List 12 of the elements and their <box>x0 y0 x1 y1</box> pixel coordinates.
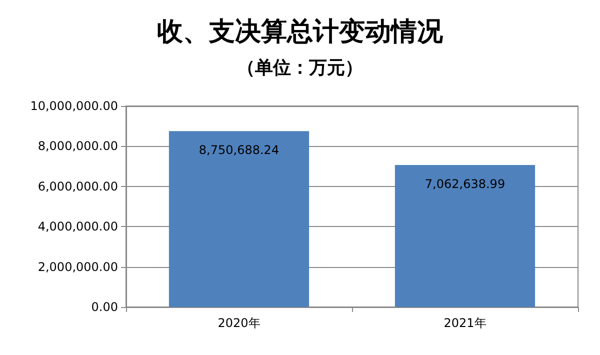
x-tick-label: 2021年 <box>444 316 486 330</box>
data-label: 8,750,688.24 <box>198 143 280 158</box>
y-tick-label: 8,000,000.00 <box>38 139 118 154</box>
y-tick-label: 0.00 <box>91 300 118 314</box>
y-tick-label: 2,000,000.00 <box>38 260 118 274</box>
data-label: 7,062,638.99 <box>424 177 506 192</box>
chart-title: 收、支决算总计变动情况 <box>157 17 444 47</box>
y-tick-label: 10,000,000.00 <box>30 99 118 113</box>
y-tick-label: 6,000,000.00 <box>38 179 118 194</box>
chart-subtitle: （单位：万元） <box>237 58 363 78</box>
y-tick-label: 4,000,000.00 <box>38 220 118 234</box>
x-tick-label: 2020年 <box>218 316 260 330</box>
